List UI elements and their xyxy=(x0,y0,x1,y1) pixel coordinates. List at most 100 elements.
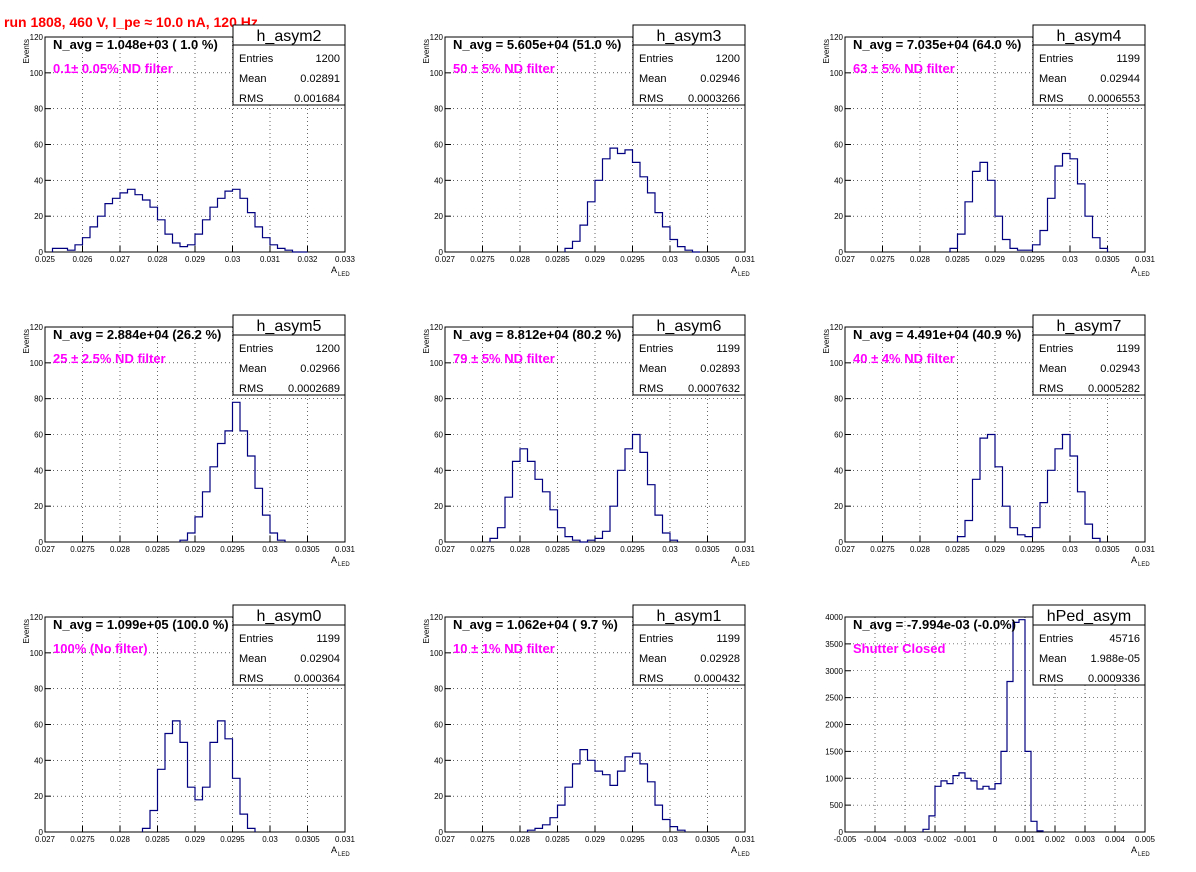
x-tick-label: 0.031 xyxy=(1135,545,1156,554)
stats-value: 1.988e-05 xyxy=(1090,653,1140,665)
stats-value: 0.0002689 xyxy=(288,383,340,395)
x-axis-label: A xyxy=(331,555,337,565)
y-tick-label: 0 xyxy=(439,828,444,837)
stats-label: Entries xyxy=(639,633,674,645)
y-tick-label: 40 xyxy=(434,466,443,475)
stats-label: RMS xyxy=(639,673,663,685)
histogram-h_asym4 xyxy=(949,152,1109,252)
y-tick-label: 0 xyxy=(439,248,444,257)
filter-label: 10 ± 1% ND filter xyxy=(453,641,555,656)
x-tick-label: 0.03 xyxy=(225,255,241,264)
stats-label: Entries xyxy=(239,53,274,65)
x-tick-label: 0.0275 xyxy=(70,835,95,844)
x-tick-label: 0.029 xyxy=(185,255,206,264)
stats-box xyxy=(232,314,346,396)
filter-label: 100% (No filter) xyxy=(53,641,148,656)
panel-h_asym6: 0.027 0.0275 0.028 0.0285 0.029 0.0295 0.03 0.0… xyxy=(422,314,756,568)
y-tick-label: 120 xyxy=(30,613,44,622)
stats-value: 1200 xyxy=(316,343,340,355)
x-tick-label: 0.0275 xyxy=(470,835,495,844)
stats-value: 0.0009336 xyxy=(1088,673,1140,685)
stats-box xyxy=(1032,314,1146,396)
x-tick-label: 0.0295 xyxy=(1020,255,1045,264)
x-tick-label: 0.029 xyxy=(185,545,206,554)
y-tick-label: 100 xyxy=(30,69,44,78)
filter-label: 25 ± 2.5% ND filter xyxy=(53,351,166,366)
histogram-h_asym2 xyxy=(51,188,308,253)
x-tick-label: 0.03 xyxy=(662,545,678,554)
x-tick-label: 0.028 xyxy=(910,545,931,554)
stats-label: Mean xyxy=(1039,363,1067,375)
y-axis-label: Events xyxy=(422,39,431,63)
plot-frame xyxy=(844,616,1146,833)
x-tick-label: 0.002 xyxy=(1045,835,1066,844)
stats-label: Entries xyxy=(239,633,274,645)
x-axis-label-sub: LED xyxy=(338,272,350,278)
y-axis-label: Events xyxy=(22,619,31,643)
x-axis-label-sub: LED xyxy=(738,852,750,858)
x-tick-label: 0.0295 xyxy=(620,545,645,554)
stats-label: Mean xyxy=(639,363,667,375)
x-tick-label: 0.0285 xyxy=(545,255,570,264)
x-axis-label-sub: LED xyxy=(738,272,750,278)
panel-h_asym0: 0.027 0.0275 0.028 0.0285 0.029 0.0295 0.03 0.0… xyxy=(22,604,356,858)
x-tick-label: 0.029 xyxy=(985,545,1006,554)
x-tick-label: 0.029 xyxy=(585,545,606,554)
x-axis-label-sub: LED xyxy=(738,562,750,568)
stats-label: Entries xyxy=(639,53,674,65)
x-tick-label: 0.0275 xyxy=(470,255,495,264)
stats-value: 0.02928 xyxy=(700,653,740,665)
y-tick-label: 60 xyxy=(834,431,843,440)
x-tick-label: 0.029 xyxy=(585,255,606,264)
x-tick-label: 0.028 xyxy=(510,835,531,844)
stats-title: h_asym1 xyxy=(657,608,722,625)
stats-value: 1199 xyxy=(1116,343,1140,355)
x-tick-label: 0.029 xyxy=(585,835,606,844)
x-tick-label: 0.026 xyxy=(72,255,93,264)
y-tick-label: 0 xyxy=(39,538,44,547)
stats-value: 0.000364 xyxy=(294,673,340,685)
x-axis-label-sub: LED xyxy=(338,852,350,858)
stats-label: Mean xyxy=(239,363,267,375)
y-tick-label: 100 xyxy=(30,649,44,658)
histogram-h_asym6 xyxy=(489,433,679,543)
stats-label: RMS xyxy=(239,673,263,685)
y-tick-label: 120 xyxy=(30,323,44,332)
stats-box xyxy=(632,314,746,396)
plot-frame xyxy=(44,36,346,253)
y-tick-label: 120 xyxy=(830,33,844,42)
histogram-h_asym3 xyxy=(564,147,700,253)
stats-title: h_asym7 xyxy=(1057,318,1122,335)
y-axis-label: Events xyxy=(22,329,31,353)
y-tick-label: 60 xyxy=(434,721,443,730)
y-tick-label: 40 xyxy=(34,176,43,185)
x-axis-label: A xyxy=(331,845,337,855)
x-tick-label: 0.028 xyxy=(110,545,131,554)
y-tick-label: 2500 xyxy=(825,694,843,703)
x-tick-label: 0.031 xyxy=(735,835,756,844)
stats-box xyxy=(632,24,746,106)
stats-box xyxy=(232,24,346,106)
y-tick-label: 20 xyxy=(434,792,443,801)
run-title: run 1808, 460 V, I_pe ≈ 10.0 nA, 120 Hz xyxy=(4,14,258,30)
x-tick-label: 0.025 xyxy=(35,255,56,264)
x-tick-label: 0.031 xyxy=(735,255,756,264)
x-tick-label: 0.0305 xyxy=(295,835,320,844)
plot-frame xyxy=(44,616,346,833)
y-tick-label: 100 xyxy=(430,69,444,78)
x-tick-label: 0.0285 xyxy=(145,545,170,554)
y-tick-label: 20 xyxy=(34,792,43,801)
stats-label: RMS xyxy=(1039,93,1063,105)
x-tick-label: 0.0285 xyxy=(945,255,970,264)
y-tick-label: 20 xyxy=(434,502,443,511)
y-tick-label: 120 xyxy=(430,33,444,42)
stats-title: h_asym3 xyxy=(657,28,722,45)
x-tick-label: 0.031 xyxy=(1135,255,1156,264)
y-tick-label: 120 xyxy=(430,323,444,332)
panel-h_asym5: 0.027 0.0275 0.028 0.0285 0.029 0.0295 0.03 0.0… xyxy=(22,314,356,568)
stats-label: RMS xyxy=(639,93,663,105)
x-tick-label: 0.027 xyxy=(835,255,856,264)
x-axis-label-sub: LED xyxy=(1138,272,1150,278)
stats-label: Mean xyxy=(1039,653,1067,665)
stats-label: Entries xyxy=(1039,53,1074,65)
